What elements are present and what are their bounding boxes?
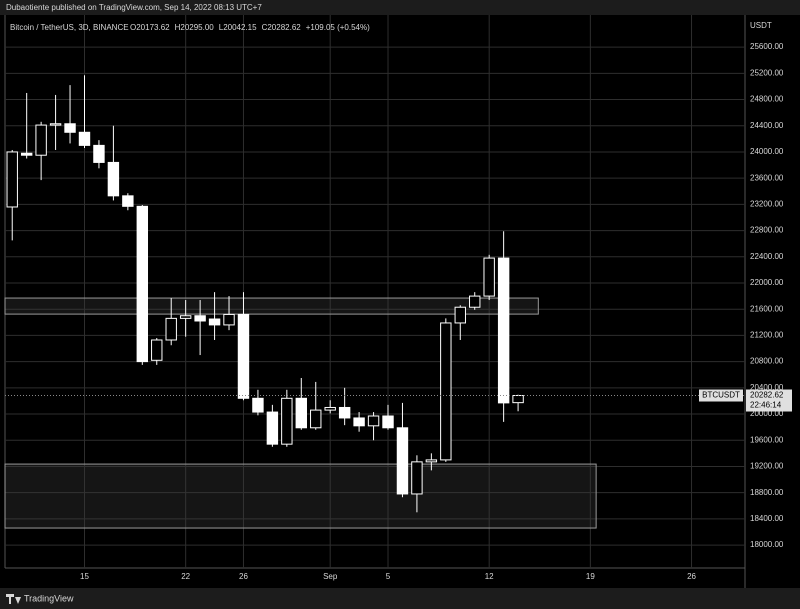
candle-body	[295, 397, 307, 429]
countdown-label: 22:46:14	[750, 401, 782, 410]
candle-body	[165, 317, 177, 341]
candle-body	[136, 205, 149, 363]
candle-body	[208, 318, 221, 326]
ohlc-label: L20042.15	[219, 23, 257, 32]
x-tick-label: 22	[181, 572, 190, 581]
change-label: +109.05 (+0.54%)	[306, 23, 370, 32]
ticker-tag	[699, 389, 743, 402]
price-tag	[746, 389, 792, 412]
candle-body	[281, 397, 293, 445]
y-tick-label: 22000.00	[750, 278, 784, 287]
candle-body	[252, 397, 264, 413]
x-tick-label: 26	[239, 572, 248, 581]
plot	[4, 15, 745, 568]
candle-body	[266, 411, 279, 445]
candle-body	[6, 151, 18, 208]
x-tick-label: Sep	[323, 572, 338, 581]
x-tick-label: 19	[586, 572, 595, 581]
ticker-label: BTCUSDT	[702, 391, 740, 400]
y-tick-label: 24400.00	[750, 121, 784, 130]
candle-body	[483, 257, 495, 297]
ohlc-label: O20173.62	[130, 23, 170, 32]
x-tick-label: 26	[687, 572, 696, 581]
published-text: Dubaotiente published on TradingView.com…	[6, 3, 262, 12]
y-tick-label: 20000.00	[750, 409, 784, 418]
ohlc-label: C20282.62	[262, 23, 302, 32]
candle-body	[179, 315, 192, 319]
last-price-label: 20282.62	[750, 391, 784, 400]
footer-bar	[0, 588, 800, 609]
y-tick-label: 22800.00	[750, 226, 784, 235]
candle-body	[382, 415, 394, 429]
axis-unit: USDT	[750, 21, 772, 30]
zone	[4, 463, 597, 529]
candle-body	[237, 313, 250, 399]
candle-body	[35, 124, 47, 156]
candle-body	[20, 152, 33, 156]
y-tick-label: 24000.00	[750, 147, 784, 156]
x-tick-label: 12	[485, 572, 494, 581]
candle-body	[454, 306, 466, 324]
y-tick-label: 24800.00	[750, 95, 784, 104]
x-tick-label: 15	[80, 572, 89, 581]
candle-body	[194, 315, 206, 322]
y-tick-label: 20800.00	[750, 357, 784, 366]
candle-body	[223, 313, 235, 326]
candle-body	[310, 409, 322, 429]
candle-body	[353, 417, 365, 427]
candle-body	[64, 123, 76, 133]
candle-body	[440, 322, 452, 461]
candle-body	[49, 123, 62, 126]
ohlc-label: H20295.00	[175, 23, 215, 32]
y-tick-label: 20400.00	[750, 383, 784, 392]
candle-body	[512, 395, 524, 404]
candle-body	[338, 406, 351, 419]
candle-body	[425, 459, 438, 463]
y-tick-label: 18400.00	[750, 514, 784, 523]
y-tick-label: 21600.00	[750, 304, 784, 313]
candle-body	[78, 131, 91, 146]
brand-logo	[6, 594, 21, 604]
candle-body	[396, 427, 409, 495]
y-tick-label: 18800.00	[750, 488, 784, 497]
candle-body	[469, 295, 481, 308]
brand-text: TradingView	[24, 593, 74, 603]
y-tick-label: 21200.00	[750, 331, 784, 340]
candle-body	[411, 461, 423, 495]
candle-body	[497, 257, 510, 404]
header-bar	[0, 0, 800, 15]
candle-body	[151, 339, 163, 361]
x-tick-label: 5	[386, 572, 391, 581]
y-tick-label: 25200.00	[750, 68, 784, 77]
symbol: Bitcoin / TetherUS, 3D, BINANCE	[10, 23, 129, 32]
y-tick-label: 23200.00	[750, 199, 784, 208]
candle-body	[107, 161, 120, 197]
y-tick-label: 25600.00	[750, 42, 784, 51]
candle-body	[93, 144, 105, 163]
y-tick-label: 19600.00	[750, 435, 784, 444]
candle-body	[367, 415, 380, 427]
y-tick-label: 23600.00	[750, 173, 784, 182]
y-tick-label: 18000.00	[750, 540, 784, 549]
y-tick-label: 22400.00	[750, 252, 784, 261]
candle-body	[122, 195, 134, 207]
y-tick-label: 19200.00	[750, 462, 784, 471]
candle-body	[324, 406, 336, 411]
